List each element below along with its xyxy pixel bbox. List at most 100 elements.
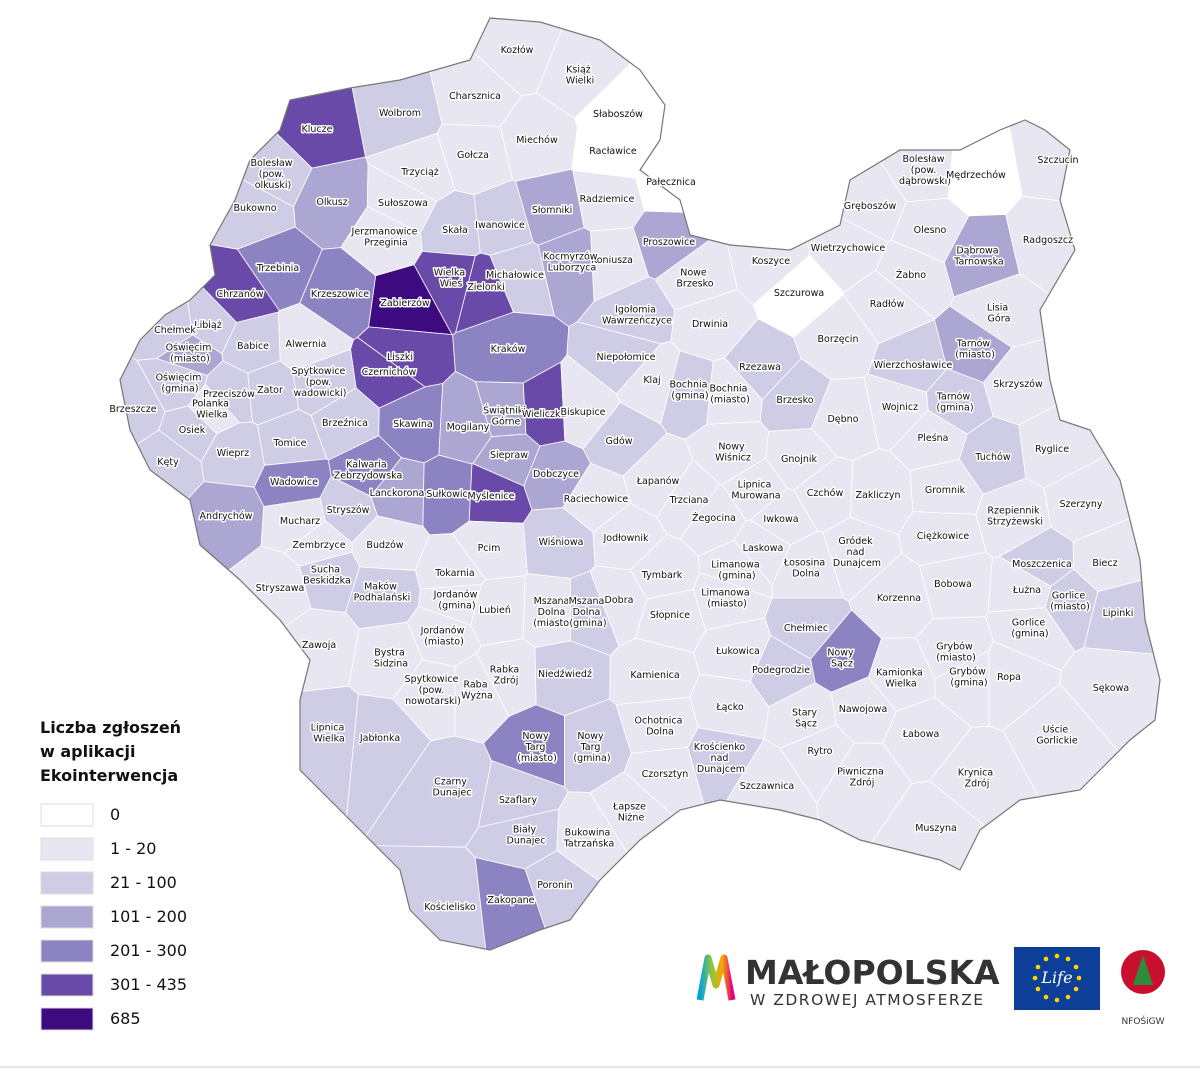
region-label: Wieliczka — [522, 409, 566, 420]
region-label: Myślenice — [468, 491, 515, 502]
region-label: Bobowa — [934, 579, 972, 590]
region-label: Radziemice — [580, 194, 635, 205]
region-label: Drwinia — [692, 319, 728, 330]
legend-label: 685 — [110, 1009, 141, 1028]
region-label: Libiąż — [194, 320, 221, 331]
eu-star — [1073, 986, 1079, 992]
logo-icon — [696, 954, 736, 1001]
region-label: Polanka Wielka — [192, 399, 232, 421]
region-label: Lubień — [479, 605, 511, 616]
region-label: Raba Wyżna — [461, 680, 493, 702]
region-label: Ryglice — [1035, 444, 1069, 455]
region-label: Tarnów (gmina) — [936, 392, 974, 414]
region-label: Wietrzychowice — [811, 243, 886, 254]
legend-swatch — [40, 803, 94, 827]
region-label: Michałowice — [486, 270, 544, 281]
region-label: Krościenko nad Dunajcem — [694, 742, 748, 775]
legend-swatch — [40, 1007, 94, 1031]
region-label: Zielonki — [467, 282, 505, 293]
legend-title: w aplikacji — [40, 742, 135, 761]
region — [524, 850, 730, 950]
region-label: Słaboszów — [593, 109, 643, 120]
legend-swatch — [40, 905, 94, 929]
region-label: Kalwaria Zebrzydowska — [334, 460, 403, 482]
region-label: Lisia Góra — [987, 303, 1011, 325]
region-label: Liszki — [387, 352, 413, 363]
region-label: Gorlice (gmina) — [1011, 618, 1048, 640]
region-label: Budzów — [366, 540, 403, 551]
region-label: Skrzyszów — [993, 379, 1043, 390]
region-label: Mogilany — [447, 422, 490, 433]
region-label: Zakopane — [487, 895, 534, 906]
region-label: Alwernia — [286, 339, 327, 350]
region-label: Mszana Dolna (gmina) — [569, 596, 608, 629]
region-label: Kamionka Wielka — [876, 668, 926, 690]
region-label: Łukowica — [715, 646, 760, 657]
region-label: Tarnów (miasto) — [955, 339, 995, 361]
region-label: Chrzanów — [217, 289, 264, 300]
region-label: Szczurowa — [774, 288, 824, 299]
region-label: Gręboszów — [844, 201, 897, 212]
region-label: Szerzyny — [1059, 499, 1102, 510]
region-label: Gromnik — [925, 485, 966, 496]
region-label: Wojnicz — [882, 402, 918, 413]
region-label: Klucze — [302, 124, 333, 135]
eu-life-logo: Life — [1014, 947, 1100, 1010]
region-label: Łapanów — [636, 476, 680, 487]
region-label: Zator — [257, 385, 283, 396]
region-label: Skała — [442, 225, 468, 236]
nfosigw-logo: NFOŚiGW — [1121, 950, 1165, 1027]
region-label: Wielka Wieś — [434, 268, 468, 290]
region-label: Brzeźnica — [322, 418, 368, 429]
region-label: Mucharz — [280, 516, 320, 527]
region-label: Lipnica Murowana — [731, 480, 780, 502]
region-label: Chełmiec — [784, 623, 828, 634]
region-label: Igołomia Wawrzeńczyce — [602, 305, 672, 327]
region-label: Jordanów (miasto) — [420, 626, 468, 648]
region-label: Osiek — [179, 425, 206, 436]
region-label: Sucha Beskidzka — [303, 565, 351, 587]
region-label: Siepraw — [490, 450, 528, 461]
region-label: Szaflary — [499, 795, 538, 806]
region-label: Gołcza — [457, 150, 489, 161]
region-label: Mszana Dolna (miasto) — [533, 596, 573, 629]
region-label: Gdów — [606, 436, 633, 447]
legend-label: 201 - 300 — [110, 941, 187, 960]
region-label: Zembrzyce — [292, 540, 345, 551]
region-label: Pleśna — [917, 433, 948, 444]
legend-label: 101 - 200 — [110, 907, 187, 926]
region-label: Uście Gorlickie — [1036, 725, 1078, 747]
region-label: Nowy Targ (gmina) — [573, 731, 610, 764]
region-label: Niepołomice — [597, 352, 656, 363]
region-label: Kamienica — [630, 670, 679, 681]
voivodeship-outline — [119, 17, 1161, 951]
region-label: Ciężkowice — [917, 531, 970, 542]
region-label: Laskowa — [743, 543, 784, 554]
legend-title: Liczba zgłoszeń — [40, 718, 181, 737]
region-label: Biały Dunajec — [507, 825, 546, 847]
region — [120, 545, 312, 744]
eu-stars — [1032, 953, 1082, 1003]
region-label: Iwkowa — [763, 514, 798, 525]
region-label: Moszczenica — [1012, 559, 1072, 570]
legend-label: 1 - 20 — [110, 839, 156, 858]
region-label: Nowe Brzesko — [676, 268, 713, 290]
region-label: Lipnica Wielka — [311, 723, 348, 745]
region-label: Bochnia (miasto) — [709, 384, 750, 406]
region-label: Świątniki Górne — [483, 405, 529, 428]
region-label: Tokarnia — [434, 568, 474, 579]
region-label: Poronin — [537, 880, 572, 891]
region-label: Bolesław (pow. dąbrowski) — [899, 154, 951, 187]
region-label: Rzezawa — [739, 362, 781, 373]
region-label: Żabno — [896, 270, 926, 281]
region-label: Trzyciąż — [400, 167, 439, 178]
region-label: Brzeszcze — [109, 404, 156, 415]
region-label: Jerzmanowice Przeginia — [351, 227, 421, 249]
eu-star — [1054, 953, 1060, 959]
region-label: Kościelisko — [424, 902, 476, 913]
eu-star — [1035, 964, 1041, 970]
region-label: Limanowa (gmina) — [711, 560, 762, 582]
region-label: Andrychów — [200, 511, 253, 522]
legend-label: 21 - 100 — [110, 873, 177, 892]
region-label: Żegocina — [692, 513, 736, 524]
